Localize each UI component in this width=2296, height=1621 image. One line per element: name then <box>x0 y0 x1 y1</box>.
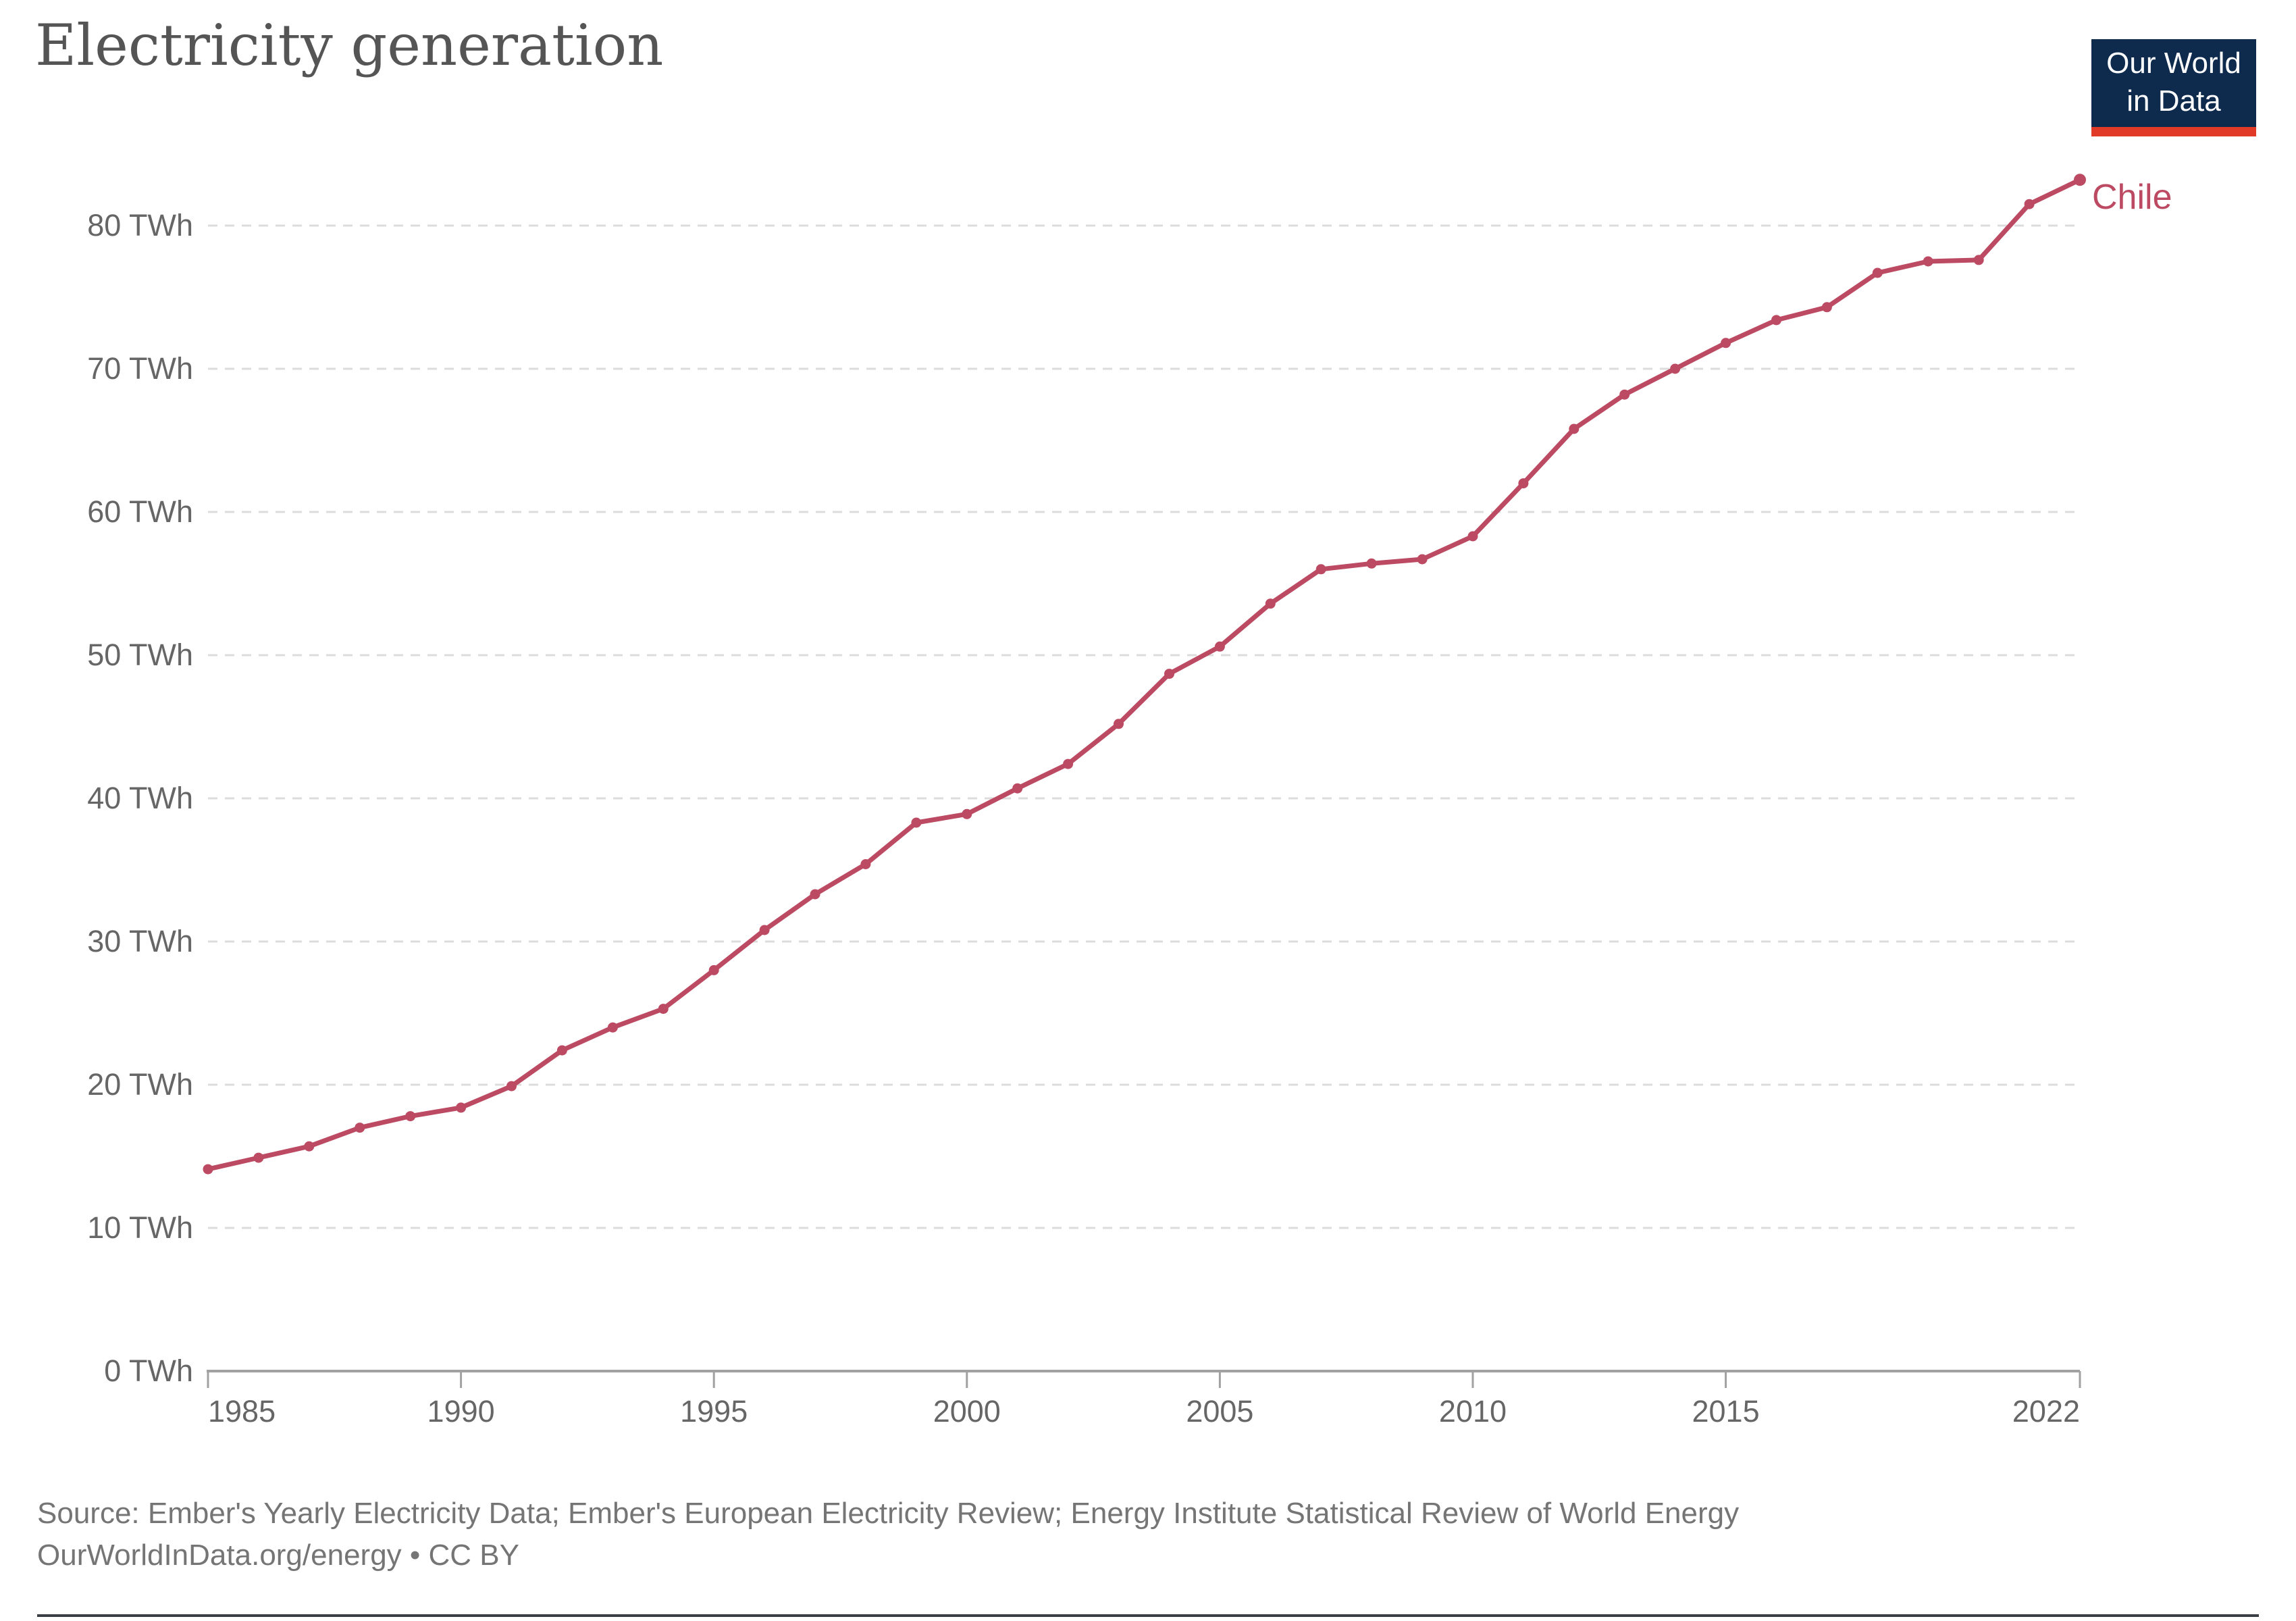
y-axis-label-60twh: 60 TWh <box>87 494 193 529</box>
data-point-1987[interactable] <box>304 1141 315 1152</box>
data-point-2009[interactable] <box>1417 554 1428 565</box>
data-point-2017[interactable] <box>1821 302 1832 313</box>
data-point-1992[interactable] <box>556 1045 567 1056</box>
y-axis-label-80twh: 80 TWh <box>87 208 193 242</box>
source-block: Source: Ember's Yearly Electricity Data;… <box>37 1493 2259 1576</box>
y-axis-label-20twh: 20 TWh <box>87 1067 193 1102</box>
data-point-2018[interactable] <box>1872 267 1883 278</box>
data-point-2012[interactable] <box>1569 423 1580 434</box>
owid-logo-text: Our World in Data <box>2091 39 2256 127</box>
x-axis-label-2000: 2000 <box>933 1394 1001 1429</box>
owid-logo-line1: Our World <box>2106 47 2241 80</box>
data-point-2003[interactable] <box>1114 719 1124 729</box>
data-point-2021[interactable] <box>2024 199 2035 209</box>
data-point-2004[interactable] <box>1164 669 1174 679</box>
source-line: Source: Ember's Yearly Electricity Data;… <box>37 1497 1740 1530</box>
owid-logo-redbar <box>2091 127 2256 136</box>
x-axis-label-2005: 2005 <box>1186 1394 1254 1429</box>
data-point-2007[interactable] <box>1315 564 1326 575</box>
data-point-1993[interactable] <box>607 1022 618 1033</box>
chile-series-line[interactable] <box>205 177 2083 1172</box>
data-point-1995[interactable] <box>708 964 719 975</box>
bottom-divider <box>37 1614 2259 1617</box>
data-point-1990[interactable] <box>456 1102 467 1113</box>
data-point-1985[interactable] <box>203 1164 213 1175</box>
data-point-2016[interactable] <box>1771 315 1781 326</box>
data-point-2011[interactable] <box>1518 478 1529 489</box>
data-point-2001[interactable] <box>1012 783 1023 794</box>
y-axis-label-40twh: 40 TWh <box>87 781 193 815</box>
data-point-2013[interactable] <box>1619 389 1630 400</box>
data-point-1989[interactable] <box>405 1111 416 1122</box>
source-link-line[interactable]: OurWorldInData.org/energy • CC BY <box>37 1539 519 1572</box>
x-axis-label-2015: 2015 <box>1692 1394 1760 1429</box>
data-point-2010[interactable] <box>1467 531 1478 542</box>
page-title: Electricity generation <box>35 12 664 78</box>
data-point-2002[interactable] <box>1063 758 1074 769</box>
data-point-2020[interactable] <box>1973 255 1984 265</box>
data-point-2005[interactable] <box>1214 641 1225 652</box>
x-axis-label-1990: 1990 <box>427 1394 495 1429</box>
owid-logo[interactable]: Our World in Data <box>2091 39 2256 136</box>
data-point-1997[interactable] <box>810 889 820 900</box>
y-axis-label-10twh: 10 TWh <box>87 1210 193 1245</box>
x-axis-label-1995: 1995 <box>680 1394 748 1429</box>
data-point-2006[interactable] <box>1265 598 1276 609</box>
y-axis-label-30twh: 30 TWh <box>87 924 193 958</box>
data-point-2008[interactable] <box>1366 558 1377 569</box>
x-axis-label-2022: 2022 <box>2012 1394 2080 1429</box>
data-point-1991[interactable] <box>506 1081 517 1091</box>
data-point-1986[interactable] <box>253 1152 264 1163</box>
series-label-chile[interactable]: Chile <box>2092 178 2172 217</box>
y-axis-label-50twh: 50 TWh <box>87 638 193 672</box>
data-point-2015[interactable] <box>1721 338 1731 349</box>
owid-logo-line2: in Data <box>2127 84 2221 118</box>
data-point-1988[interactable] <box>355 1123 365 1133</box>
data-point-2014[interactable] <box>1670 363 1681 374</box>
y-axis-label-0twh: 0 TWh <box>104 1354 193 1388</box>
data-point-2022[interactable] <box>2074 174 2086 186</box>
x-axis-label-2010: 2010 <box>1438 1394 1507 1429</box>
x-axis-label-1985: 1985 <box>208 1394 276 1429</box>
data-point-2000[interactable] <box>962 808 972 819</box>
data-point-1994[interactable] <box>658 1004 669 1014</box>
y-axis-label-70twh: 70 TWh <box>87 351 193 386</box>
data-point-2019[interactable] <box>1923 256 1933 267</box>
data-point-1999[interactable] <box>911 817 922 828</box>
data-point-1996[interactable] <box>759 925 770 935</box>
data-point-1998[interactable] <box>860 859 871 869</box>
